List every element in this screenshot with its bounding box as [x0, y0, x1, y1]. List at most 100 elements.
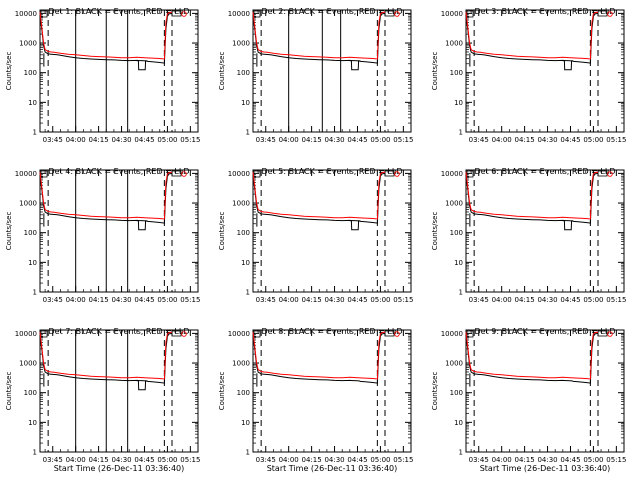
y-tick-label: 10000	[441, 10, 463, 18]
y-tick-label: 100	[237, 229, 250, 237]
lld-point-marker	[181, 331, 187, 337]
events-series-line	[465, 333, 599, 384]
lld-series-line	[39, 331, 173, 380]
y-tick-label: 10	[241, 259, 250, 267]
y-tick-label: 100	[24, 229, 37, 237]
x-tick-label: 04:15	[302, 456, 322, 464]
y-axis-label: Counts/sec	[5, 52, 13, 91]
corner-marker	[466, 10, 474, 18]
y-axis-label: Counts/sec	[218, 372, 226, 411]
lld-series-line	[465, 171, 599, 220]
plot-frame	[39, 169, 199, 293]
lld-point-marker	[181, 11, 187, 17]
y-tick-label: 10	[454, 259, 463, 267]
panel-title: Det 4: BLACK = Events, RED = LLD	[49, 167, 190, 176]
lld-series-line	[252, 11, 386, 60]
x-tick-label: 05:15	[393, 136, 413, 144]
plot-frame	[252, 9, 412, 133]
events-series-line	[252, 173, 386, 224]
events-dip-segment	[562, 220, 574, 231]
y-tick-label: 10000	[15, 170, 37, 178]
x-tick-label: 04:45	[134, 136, 154, 144]
lld-series-line	[252, 331, 386, 380]
lld-series-line	[39, 171, 173, 220]
y-tick-label: 10	[241, 419, 250, 427]
y-tick-label: 1000	[445, 360, 463, 368]
x-tick-label: 04:45	[347, 296, 367, 304]
y-tick-label: 1	[246, 129, 250, 137]
x-tick-label: 05:00	[583, 296, 603, 304]
detector-panel-9: Det 9: BLACK = Events, RED = LLD 1 10 100 10…	[431, 327, 626, 473]
events-dip-segment	[136, 220, 148, 231]
x-tick-label: 04:15	[515, 136, 535, 144]
x-tick-label: 04:00	[492, 456, 512, 464]
plot-frame	[39, 9, 199, 133]
y-tick-label: 100	[237, 69, 250, 77]
y-axis-label: Counts/sec	[5, 372, 13, 411]
x-tick-label: 03:45	[256, 296, 276, 304]
x-tick-label: 04:45	[134, 456, 154, 464]
x-tick-label: 04:30	[111, 136, 131, 144]
lld-series-line	[252, 171, 386, 220]
y-axis-label: Counts/sec	[431, 52, 439, 91]
y-tick-label: 10	[28, 419, 37, 427]
plot-frame	[465, 9, 625, 133]
plot-frame	[39, 329, 199, 453]
x-tick-label: 04:15	[89, 136, 109, 144]
x-tick-label: 04:30	[537, 136, 557, 144]
y-tick-label: 10000	[441, 170, 463, 178]
lld-point-marker	[607, 171, 613, 177]
detector-panel-3: Det 3: BLACK = Events, RED = LLD 1 10 100 10…	[431, 7, 626, 144]
y-tick-label: 10	[28, 99, 37, 107]
y-tick-label: 10	[454, 99, 463, 107]
events-series-line	[465, 173, 599, 224]
y-tick-label: 1	[33, 449, 37, 457]
corner-marker	[253, 170, 261, 178]
detector-panel-7: Det 7: BLACK = Events, RED = LLD 1 10 100 10…	[5, 327, 200, 473]
lld-point-marker	[394, 171, 400, 177]
y-tick-label: 10000	[15, 330, 37, 338]
x-tick-label: 03:45	[469, 456, 489, 464]
y-tick-label: 1	[33, 129, 37, 137]
corner-marker	[40, 330, 48, 338]
x-tick-label: 05:15	[606, 136, 626, 144]
y-tick-label: 10000	[228, 10, 250, 18]
plot-frame	[252, 329, 412, 453]
x-tick-label: 03:45	[469, 296, 489, 304]
detector-panel-2: Det 2: BLACK = Events, RED = LLD 1 10 100 10…	[218, 7, 413, 144]
y-tick-label: 10	[454, 419, 463, 427]
plot-frame	[465, 169, 625, 293]
x-tick-label: 04:15	[302, 136, 322, 144]
events-dip-segment	[349, 60, 361, 71]
y-tick-label: 1	[33, 289, 37, 297]
x-tick-label: 04:30	[537, 456, 557, 464]
x-axis-label: Start Time (26-Dec-11 03:36:40)	[54, 464, 185, 473]
events-dip-segment	[136, 60, 148, 71]
y-axis-label: Counts/sec	[431, 372, 439, 411]
lld-series-line	[465, 11, 599, 60]
y-tick-label: 1	[459, 289, 463, 297]
y-tick-label: 1000	[232, 200, 250, 208]
panel-title: Det 6: BLACK = Events, RED = LLD	[475, 167, 616, 176]
events-series-line	[252, 13, 386, 64]
x-tick-label: 04:15	[515, 296, 535, 304]
detector-panel-5: Det 5: BLACK = Events, RED = LLD 1 10 100 10…	[218, 167, 413, 304]
x-tick-label: 04:15	[89, 456, 109, 464]
y-tick-label: 100	[450, 229, 463, 237]
y-tick-label: 100	[450, 69, 463, 77]
x-tick-label: 04:00	[492, 136, 512, 144]
corner-marker	[40, 10, 48, 18]
panel-title: Det 8: BLACK = Events, RED = LLD	[262, 327, 403, 336]
y-tick-label: 1000	[19, 200, 37, 208]
x-tick-label: 04:00	[279, 456, 299, 464]
x-tick-label: 05:00	[370, 136, 390, 144]
panel-title: Det 5: BLACK = Events, RED = LLD	[262, 167, 403, 176]
x-tick-label: 05:15	[393, 456, 413, 464]
lld-series-line	[465, 331, 599, 380]
x-tick-label: 04:45	[560, 136, 580, 144]
x-tick-label: 04:30	[324, 456, 344, 464]
x-tick-label: 04:45	[560, 296, 580, 304]
x-tick-label: 04:30	[537, 296, 557, 304]
y-tick-label: 100	[24, 69, 37, 77]
